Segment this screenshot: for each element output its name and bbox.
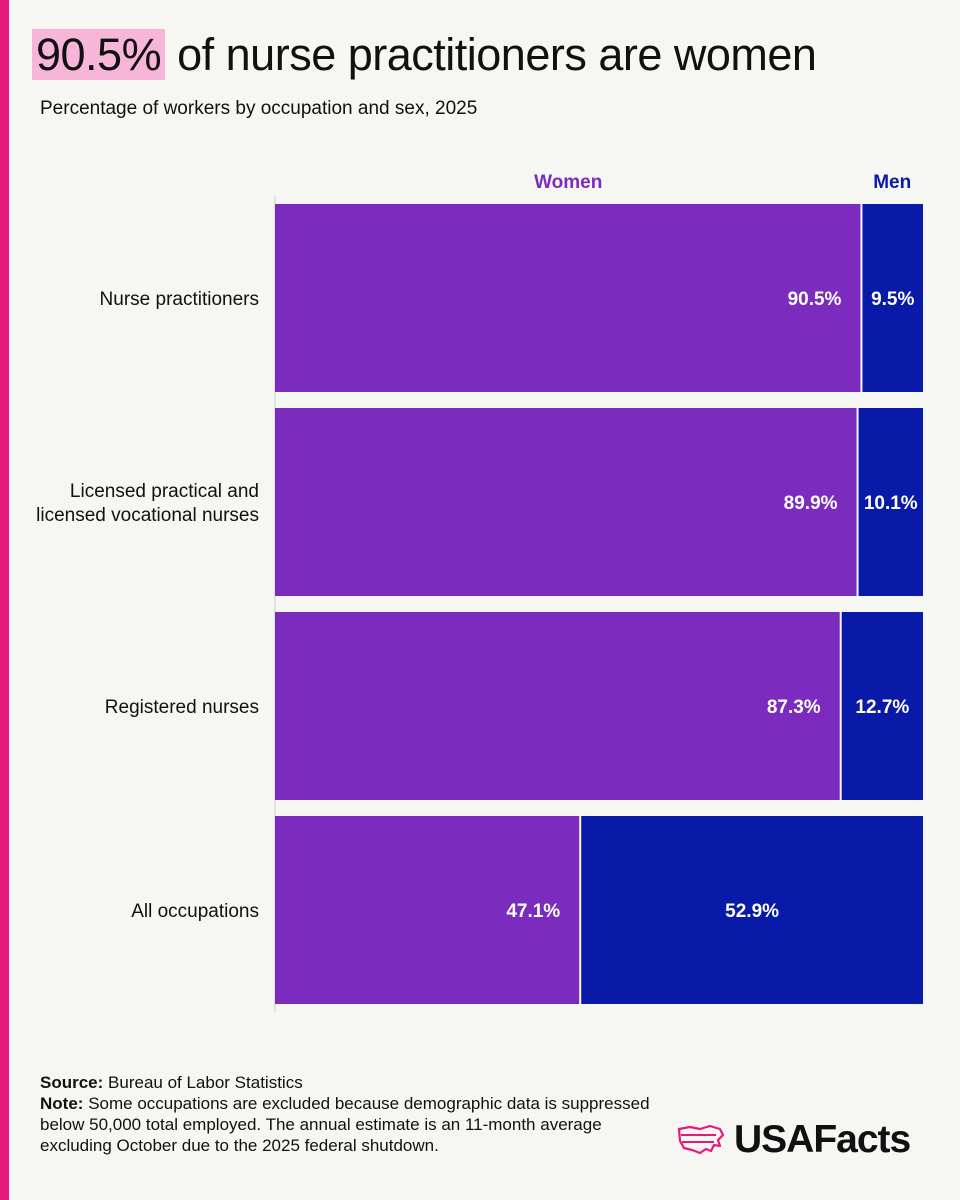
bar-men bbox=[841, 612, 923, 800]
usafacts-logo: USAFacts bbox=[676, 1118, 911, 1162]
data-label-men: 52.9% bbox=[725, 901, 779, 922]
bar-women bbox=[275, 204, 861, 392]
logo-text: USAFacts bbox=[734, 1118, 911, 1161]
headline-highlight: 90.5% bbox=[32, 29, 166, 80]
bar-men bbox=[581, 816, 923, 1004]
data-label-women: 47.1% bbox=[506, 901, 560, 922]
data-label-men: 10.1% bbox=[864, 493, 918, 514]
footer: Source: Bureau of Labor Statistics Note:… bbox=[40, 1072, 660, 1156]
bar-men bbox=[862, 204, 923, 392]
category-label: All occupations bbox=[131, 901, 259, 922]
chart: Women Men 90.5% 9.5% Nurse practitioners 89.9… bbox=[36, 172, 923, 1012]
data-label-women: 90.5% bbox=[788, 289, 842, 310]
us-map-icon bbox=[677, 1124, 725, 1155]
chart-subtitle: Percentage of workers by occupation and … bbox=[40, 98, 478, 119]
note-text: Some occupations are excluded because de… bbox=[40, 1094, 650, 1155]
data-label-women: 87.3% bbox=[767, 697, 821, 718]
note-label: Note: bbox=[40, 1094, 84, 1113]
legend-women: Women bbox=[534, 172, 602, 193]
legend-men: Men bbox=[873, 172, 911, 193]
headline-text: of nurse practitioners are women bbox=[177, 29, 817, 80]
bar-women bbox=[275, 408, 857, 596]
headline: 90.5% of nurse practitioners are women bbox=[32, 24, 817, 86]
source-label: Source: bbox=[40, 1073, 104, 1092]
accent-strip bbox=[0, 0, 9, 1200]
bar-men bbox=[858, 408, 923, 596]
note-line: Note: Some occupations are excluded beca… bbox=[40, 1093, 660, 1156]
data-label-men: 12.7% bbox=[855, 697, 909, 718]
category-label: licensed vocational nurses bbox=[36, 505, 259, 526]
bar-women bbox=[275, 612, 840, 800]
data-label-women: 89.9% bbox=[784, 493, 838, 514]
category-label: Licensed practical and bbox=[70, 481, 259, 502]
category-label: Nurse practitioners bbox=[100, 289, 259, 310]
bar-women bbox=[275, 816, 580, 1004]
category-label: Registered nurses bbox=[105, 697, 259, 718]
source-text: Bureau of Labor Statistics bbox=[108, 1073, 303, 1092]
data-label-men: 9.5% bbox=[871, 289, 914, 310]
source-line: Source: Bureau of Labor Statistics bbox=[40, 1072, 660, 1093]
